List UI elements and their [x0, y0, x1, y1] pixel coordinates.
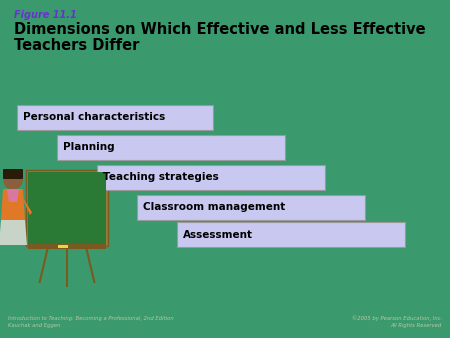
Polygon shape: [1, 189, 25, 220]
Text: Introduction to Teaching: Becoming a Professional, 2nd Edition
Kauchak and Eggen: Introduction to Teaching: Becoming a Pro…: [8, 316, 174, 328]
Text: Personal characteristics: Personal characteristics: [23, 113, 165, 122]
Text: Dimensions on Which Effective and Less Effective: Dimensions on Which Effective and Less E…: [14, 22, 426, 37]
Polygon shape: [21, 195, 32, 215]
FancyBboxPatch shape: [28, 244, 106, 249]
FancyBboxPatch shape: [28, 172, 106, 244]
Text: Planning: Planning: [63, 143, 115, 152]
FancyBboxPatch shape: [57, 135, 285, 160]
Text: Classroom management: Classroom management: [143, 202, 285, 213]
FancyBboxPatch shape: [3, 169, 23, 179]
Text: Assessment: Assessment: [183, 230, 253, 240]
FancyBboxPatch shape: [177, 222, 405, 247]
FancyBboxPatch shape: [137, 195, 365, 220]
Polygon shape: [0, 220, 27, 245]
FancyBboxPatch shape: [97, 165, 325, 190]
Polygon shape: [7, 189, 19, 202]
Circle shape: [4, 171, 22, 189]
Text: Figure 11.1: Figure 11.1: [14, 10, 77, 20]
Text: ©2005 by Pearson Education, Inc.
All Rights Reserved: ©2005 by Pearson Education, Inc. All Rig…: [352, 315, 442, 328]
FancyBboxPatch shape: [58, 245, 68, 248]
FancyBboxPatch shape: [17, 105, 213, 130]
Text: Teachers Differ: Teachers Differ: [14, 38, 140, 53]
FancyBboxPatch shape: [26, 170, 108, 246]
Text: Teaching strategies: Teaching strategies: [103, 172, 219, 183]
